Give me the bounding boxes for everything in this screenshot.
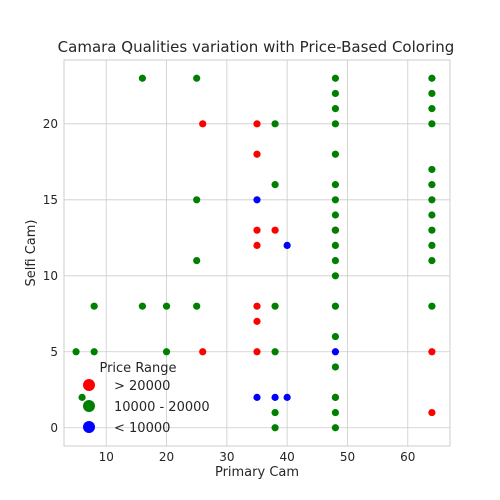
y-tick-label: 0	[50, 421, 58, 435]
data-point-mid	[428, 89, 436, 98]
data-point-mid	[428, 165, 436, 174]
grid-lines	[64, 60, 450, 446]
data-point-mid	[138, 302, 147, 310]
data-point-high	[253, 120, 261, 128]
x-tick-label: 20	[159, 450, 174, 464]
data-point-mid	[331, 393, 340, 401]
data-point-low	[283, 393, 291, 401]
data-point-mid	[271, 424, 279, 432]
data-point-mid	[331, 332, 340, 341]
data-point-mid	[78, 393, 86, 401]
data-point-mid	[331, 363, 340, 371]
data-point-high	[199, 120, 207, 128]
data-point-mid	[193, 74, 201, 82]
data-point-high	[253, 348, 261, 356]
legend-title: Price Range	[99, 361, 176, 376]
data-point-high	[199, 348, 207, 356]
data-point-mid	[331, 181, 340, 189]
y-tick-label: 5	[50, 345, 58, 359]
data-point-mid	[331, 211, 340, 219]
x-tick-label: 40	[280, 450, 295, 464]
y-axis-label: Selfi Cam)	[24, 220, 39, 287]
data-point-low	[271, 393, 279, 401]
y-tick-label: 15	[43, 193, 58, 207]
data-point-mid	[271, 181, 279, 189]
data-point-mid	[428, 302, 436, 310]
x-tick-label: 50	[340, 450, 355, 464]
data-point-mid	[72, 348, 80, 356]
legend-marker-high	[83, 379, 95, 391]
data-point-high	[253, 241, 261, 250]
y-tick-label: 10	[43, 269, 58, 283]
data-point-mid	[331, 302, 340, 310]
data-point-high	[253, 150, 261, 158]
data-point-mid	[162, 348, 171, 356]
data-point-mid	[193, 302, 201, 310]
data-point-mid	[428, 74, 436, 82]
y-tick-label: 20	[43, 117, 58, 131]
data-point-mid	[428, 226, 436, 234]
data-point-mid	[331, 196, 340, 204]
data-point-low	[331, 348, 340, 356]
tick-labels: 10 20 30 40 50 60 0 5 10 15 20	[43, 117, 416, 464]
legend-label-low: < 10000	[114, 421, 170, 436]
data-point-mid	[331, 226, 340, 234]
data-point-mid	[428, 120, 436, 128]
data-point-high	[253, 317, 261, 325]
data-point-mid	[271, 302, 279, 310]
legend: Price Range > 20000 10000 - 20000 < 10000	[83, 361, 210, 436]
data-point-mid	[331, 424, 340, 432]
data-point-mid	[162, 302, 171, 310]
data-point-mid	[331, 408, 340, 417]
plot-frame	[63, 59, 451, 447]
data-point-high	[428, 408, 436, 417]
chart-title: Camara Qualities variation with Price-Ba…	[58, 38, 455, 56]
x-tick-label: 60	[400, 450, 415, 464]
data-point-mid	[271, 120, 279, 128]
data-point-mid	[271, 408, 279, 417]
data-point-high	[271, 226, 279, 234]
data-point-mid	[90, 348, 98, 356]
legend-marker-mid	[83, 400, 95, 412]
data-point-high	[428, 348, 436, 356]
data-point-mid	[331, 74, 340, 82]
data-point-mid	[428, 105, 436, 113]
x-tick-label: 10	[99, 450, 114, 464]
legend-label-high: > 20000	[114, 379, 170, 394]
data-point-mid	[428, 241, 436, 250]
data-point-mid	[193, 196, 201, 204]
data-point-mid	[331, 105, 340, 113]
data-point-low	[283, 241, 291, 250]
data-point-mid	[428, 196, 436, 204]
data-point-mid	[331, 150, 340, 158]
data-point-low	[253, 196, 261, 204]
data-point-mid	[331, 272, 340, 280]
data-point-low	[253, 393, 261, 401]
data-point-mid	[428, 211, 436, 219]
data-points	[72, 74, 436, 432]
data-point-mid	[331, 120, 340, 128]
data-point-mid	[193, 256, 201, 265]
data-point-mid	[331, 241, 340, 250]
data-point-mid	[331, 256, 340, 265]
x-tick-label: 30	[219, 450, 234, 464]
data-point-high	[253, 302, 261, 310]
legend-marker-low	[83, 421, 95, 433]
x-axis-label: Primary Cam	[215, 465, 299, 480]
data-point-high	[253, 226, 261, 234]
data-point-mid	[428, 256, 436, 265]
data-point-mid	[138, 74, 147, 82]
data-point-mid	[428, 181, 436, 189]
legend-label-mid: 10000 - 20000	[114, 400, 210, 415]
data-point-mid	[271, 348, 279, 356]
data-point-mid	[331, 89, 340, 98]
data-point-mid	[90, 302, 98, 310]
